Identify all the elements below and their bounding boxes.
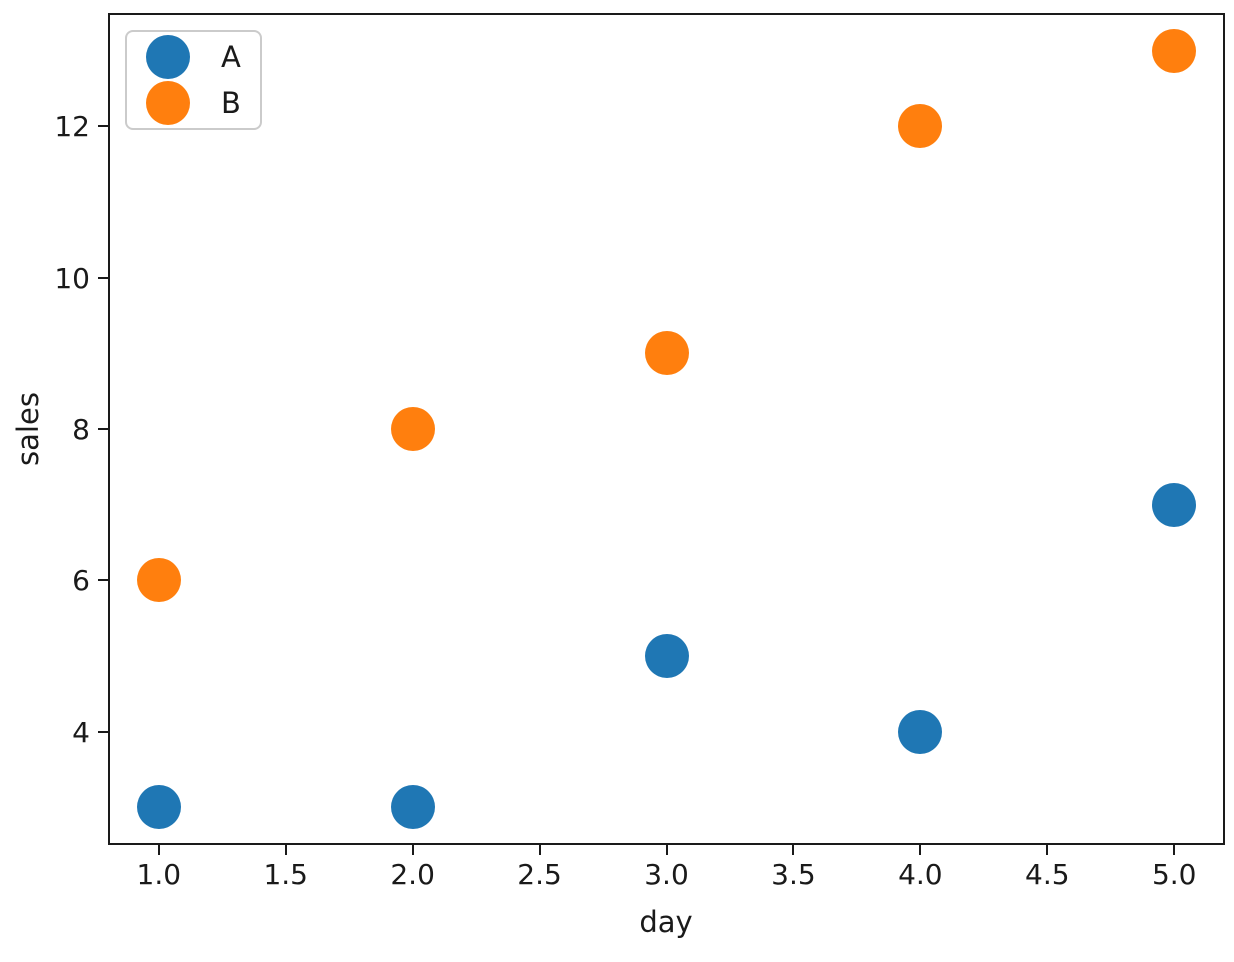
scatter-point-a (1152, 482, 1197, 527)
scatter-point-a (390, 785, 435, 830)
legend-label-a: A (221, 39, 241, 74)
x-tick-label: 4.0 (898, 858, 943, 891)
scatter-point-a (644, 633, 689, 678)
scatter-point-b (390, 407, 435, 451)
scatter-point-b (644, 331, 689, 376)
y-tick-mark (98, 579, 108, 582)
x-tick-label: 1.0 (136, 858, 182, 891)
legend: A B (125, 30, 262, 130)
scatter-point-a (136, 785, 181, 830)
x-tick-label: 2.0 (390, 858, 435, 891)
scatter-point-a (898, 709, 943, 754)
x-tick-label: 1.5 (263, 858, 308, 891)
x-tick-label: 3.5 (771, 858, 816, 891)
x-tick-mark (538, 845, 541, 855)
x-tick-label: 5.0 (1151, 858, 1197, 891)
legend-label-b: B (221, 86, 241, 121)
scatter-point-b (136, 558, 181, 603)
x-tick-label: 3.0 (644, 858, 689, 891)
legend-entry-b: B (146, 81, 260, 126)
x-tick-label: 2.5 (517, 858, 562, 891)
y-tick-mark (98, 276, 108, 279)
scatter-point-b (898, 104, 943, 149)
y-tick-label: 6 (72, 564, 90, 598)
x-axis-label: day (639, 905, 693, 939)
y-tick-mark (98, 730, 108, 733)
legend-entry-a: A (146, 34, 260, 79)
x-tick-mark (919, 845, 922, 855)
x-tick-label: 4.5 (1025, 858, 1070, 891)
x-tick-mark (411, 845, 414, 855)
y-tick-label: 8 (72, 413, 90, 446)
legend-marker-a-icon (146, 34, 190, 79)
x-tick-mark (284, 845, 287, 855)
x-tick-mark (1046, 845, 1049, 855)
y-tick-label: 12 (54, 110, 90, 144)
x-tick-mark (665, 845, 668, 855)
x-tick-mark (157, 845, 160, 855)
y-tick-mark (98, 428, 108, 430)
y-tick-label: 4 (72, 715, 90, 749)
x-tick-mark (792, 845, 795, 855)
y-tick-mark (98, 125, 108, 128)
legend-marker-b-icon (146, 81, 190, 126)
plot-area (108, 13, 1225, 845)
x-tick-mark (1173, 845, 1176, 855)
scatter-point-b (1152, 28, 1197, 73)
y-tick-label: 10 (54, 261, 90, 295)
